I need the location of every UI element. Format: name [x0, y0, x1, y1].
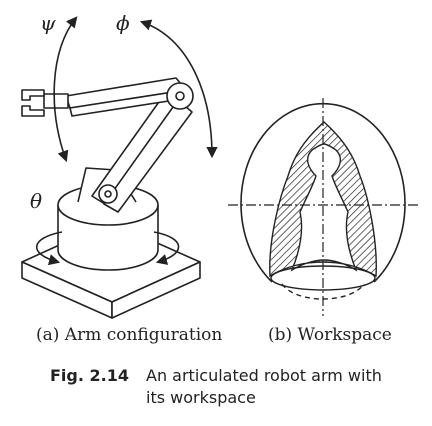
theta-rotation-arrow-left [35, 231, 63, 266]
theta-label: θ [30, 189, 42, 213]
workspace-diagram [228, 98, 420, 316]
theta-rotation-arrow-right [153, 231, 180, 265]
caption-a: (a) Arm configuration [36, 325, 222, 345]
elbow-joint-pin [175, 91, 185, 101]
shoulder-joint-pin [104, 190, 112, 198]
figure-number: Fig. 2.14 [50, 366, 129, 385]
caption-b: (b) Workspace [268, 325, 392, 345]
workspace-hatched-region [269, 121, 377, 278]
figure-caption-text-line2: its workspace [146, 388, 256, 407]
psi-rotation-arrow [53, 16, 78, 163]
robot-arm-drawing [21, 16, 218, 319]
psi-label: ψ [40, 11, 56, 35]
gripper [21, 89, 69, 117]
phi-rotation-arrow [139, 19, 218, 159]
figure-caption-text-line1: An articulated robot arm with [146, 366, 382, 385]
phi-label: ϕ [116, 11, 130, 35]
